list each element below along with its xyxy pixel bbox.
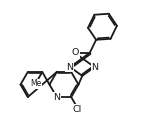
- Text: N: N: [66, 63, 73, 72]
- Text: N: N: [53, 93, 60, 102]
- Text: Me: Me: [30, 79, 42, 88]
- Text: O: O: [71, 48, 79, 57]
- Text: N: N: [91, 63, 98, 72]
- Text: Cl: Cl: [72, 105, 82, 114]
